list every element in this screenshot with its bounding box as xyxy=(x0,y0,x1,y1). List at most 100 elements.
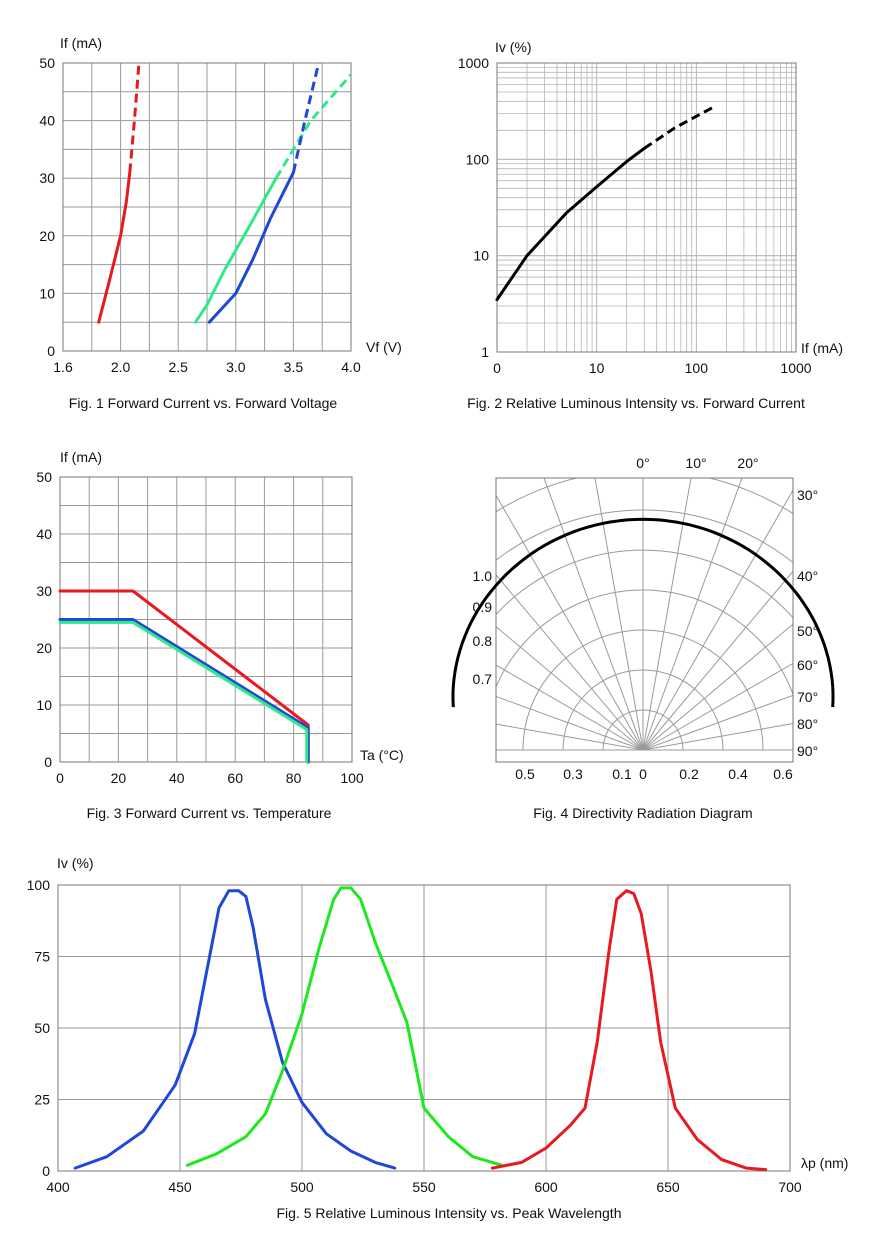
fig4-bottom-label: 0.6 xyxy=(773,766,793,782)
fig3-xtick-label: 100 xyxy=(340,770,364,786)
fig1-series-blue-extrapolated xyxy=(291,62,321,173)
fig5-title: Fig. 5 Relative Luminous Intensity vs. P… xyxy=(277,1205,622,1221)
fig2-frame xyxy=(496,62,797,353)
fig2-grid xyxy=(496,62,797,353)
fig3-ytick-label: 20 xyxy=(36,640,52,656)
fig1-ylabel: If (mA) xyxy=(60,35,102,51)
fig4-angle-label: 80° xyxy=(797,716,818,732)
fig2-title: Fig. 2 Relative Luminous Intensity vs. F… xyxy=(467,395,805,411)
fig2-xtick-label: 0 xyxy=(493,360,501,376)
fig5-ylabel: Iv (%) xyxy=(57,855,94,871)
fig3-ytick-label: 30 xyxy=(36,583,52,599)
fig1-xtick-label: 1.6 xyxy=(53,359,73,375)
fig2-series-Iv-extrapolated xyxy=(643,105,715,150)
fig2-chart: 0 10 100 1000 1 10 100 1000 Iv (%) If (mA) Fig.… xyxy=(458,39,843,411)
fig4-bottom-label: 0 xyxy=(639,766,647,782)
fig1-series-green xyxy=(194,176,278,324)
fig3-xlabel: Ta (°C) xyxy=(360,747,404,763)
fig4-angle-label: 20° xyxy=(737,455,758,471)
fig1-ytick-label: 0 xyxy=(47,343,55,359)
fig3-series-blue xyxy=(58,618,310,764)
fig1-tick-labels: 1.6 2.0 2.5 3.0 3.5 4.0 0 10 20 30 40 50 xyxy=(39,55,361,375)
fig5-xtick-label: 550 xyxy=(412,1179,436,1195)
fig3-xtick-label: 60 xyxy=(227,770,243,786)
fig4-frame xyxy=(495,477,794,763)
fig1-xtick-label: 2.0 xyxy=(111,359,131,375)
fig4-bottom-label: 0.5 xyxy=(515,766,535,782)
fig5-xtick-label: 500 xyxy=(290,1179,314,1195)
fig1-ytick-label: 10 xyxy=(39,285,55,301)
fig4-bottom-label: 0.3 xyxy=(563,766,583,782)
fig5-ytick-label: 0 xyxy=(42,1163,50,1179)
fig5-xtick-label: 450 xyxy=(168,1179,192,1195)
fig5-series xyxy=(73,886,768,1172)
fig1-series-red-extrapolated xyxy=(128,62,141,173)
fig1-title: Fig. 1 Forward Current vs. Forward Volta… xyxy=(69,395,338,411)
fig4-angle-spoke xyxy=(642,662,793,751)
fig2-xtick-label: 100 xyxy=(685,360,709,376)
fig1-grid xyxy=(62,62,352,352)
fig1-frame xyxy=(62,62,352,352)
fig1-ytick-label: 50 xyxy=(39,55,55,71)
fig1-xlabel: Vf (V) xyxy=(366,339,402,355)
fig4-bottom-label: 0.1 xyxy=(612,766,632,782)
fig3-ytick-label: 50 xyxy=(36,469,52,485)
fig3-series-green xyxy=(58,620,309,764)
fig3-series xyxy=(58,589,310,764)
fig4-chart: 0° 10° 20° 30° 40° 50° 60° 70° 80° 90° 1.0 0.9 0.8 0.… xyxy=(451,455,835,821)
fig3-ylabel: If (mA) xyxy=(60,449,102,465)
fig5-frame xyxy=(57,884,791,1172)
fig1-xtick-label: 3.0 xyxy=(226,359,246,375)
fig4-angle-spoke xyxy=(642,478,692,751)
fig4-title: Fig. 4 Directivity Radiation Diagram xyxy=(533,805,752,821)
fig3-xtick-label: 40 xyxy=(169,770,185,786)
fig3-ytick-label: 40 xyxy=(36,526,52,542)
fig5-grid xyxy=(57,884,791,1172)
fig4-radial-label: 0.7 xyxy=(473,671,493,687)
fig4-grid xyxy=(496,478,793,751)
fig3-xtick-label: 0 xyxy=(56,770,64,786)
fig4-angle-spoke xyxy=(642,623,793,751)
fig4-angle-label: 30° xyxy=(797,487,818,503)
fig2-series-Iv xyxy=(495,146,646,302)
fig4-angle-label: 50° xyxy=(797,623,818,639)
fig5-tick-labels: 400 450 500 550 600 650 700 0 25 50 75 100 xyxy=(27,877,802,1195)
fig5-ytick-label: 25 xyxy=(34,1092,50,1108)
fig4-angle-spoke xyxy=(642,489,793,751)
fig3-xtick-label: 20 xyxy=(111,770,127,786)
fig5-xlabel: λp (nm) xyxy=(801,1155,848,1171)
fig4-labels: 0° 10° 20° 30° 40° 50° 60° 70° 80° 90° 1.0 0.9 0.8 0.… xyxy=(473,455,819,782)
fig4-radial-label: 1.0 xyxy=(473,568,493,584)
fig4-angle-spoke xyxy=(594,478,644,751)
fig5-ytick-label: 100 xyxy=(27,877,51,893)
fig4-angle-spoke xyxy=(642,570,793,751)
fig2-ytick-label: 100 xyxy=(466,151,490,167)
fig2-ytick-label: 1 xyxy=(481,344,489,360)
fig1-series-green-extrapolated xyxy=(274,73,353,179)
fig2-tick-labels: 0 10 100 1000 1 10 100 1000 xyxy=(458,55,812,376)
fig5-ytick-label: 75 xyxy=(34,949,50,965)
fig5-series-blue xyxy=(73,889,397,1170)
fig2-xlabel: If (mA) xyxy=(801,340,843,356)
fig4-angle-label: 90° xyxy=(797,743,818,759)
fig4-angle-spoke xyxy=(496,494,644,751)
fig4-bottom-label: 0.2 xyxy=(679,766,699,782)
fig1-ytick-label: 30 xyxy=(39,170,55,186)
fig5-chart: 400 450 500 550 600 650 700 0 25 50 75 100 Iv (%) λ… xyxy=(27,855,849,1221)
fig2-series xyxy=(495,105,715,302)
fig3-ytick-label: 0 xyxy=(44,754,52,770)
fig4-angle-spoke xyxy=(496,723,644,751)
fig4-angle-spoke xyxy=(642,694,793,751)
fig1-xtick-label: 2.5 xyxy=(168,359,188,375)
fig4-angle-spoke xyxy=(496,574,644,751)
fig2-ytick-label: 10 xyxy=(473,248,489,264)
fig1-xtick-label: 3.5 xyxy=(284,359,304,375)
fig4-radial-label: 0.8 xyxy=(473,633,493,649)
fig1-xtick-label: 4.0 xyxy=(341,359,361,375)
fig1-series-blue xyxy=(207,170,295,324)
fig5-series-red xyxy=(490,889,768,1172)
fig4-angle-label: 70° xyxy=(797,689,818,705)
fig2-ytick-label: 1000 xyxy=(458,55,489,71)
